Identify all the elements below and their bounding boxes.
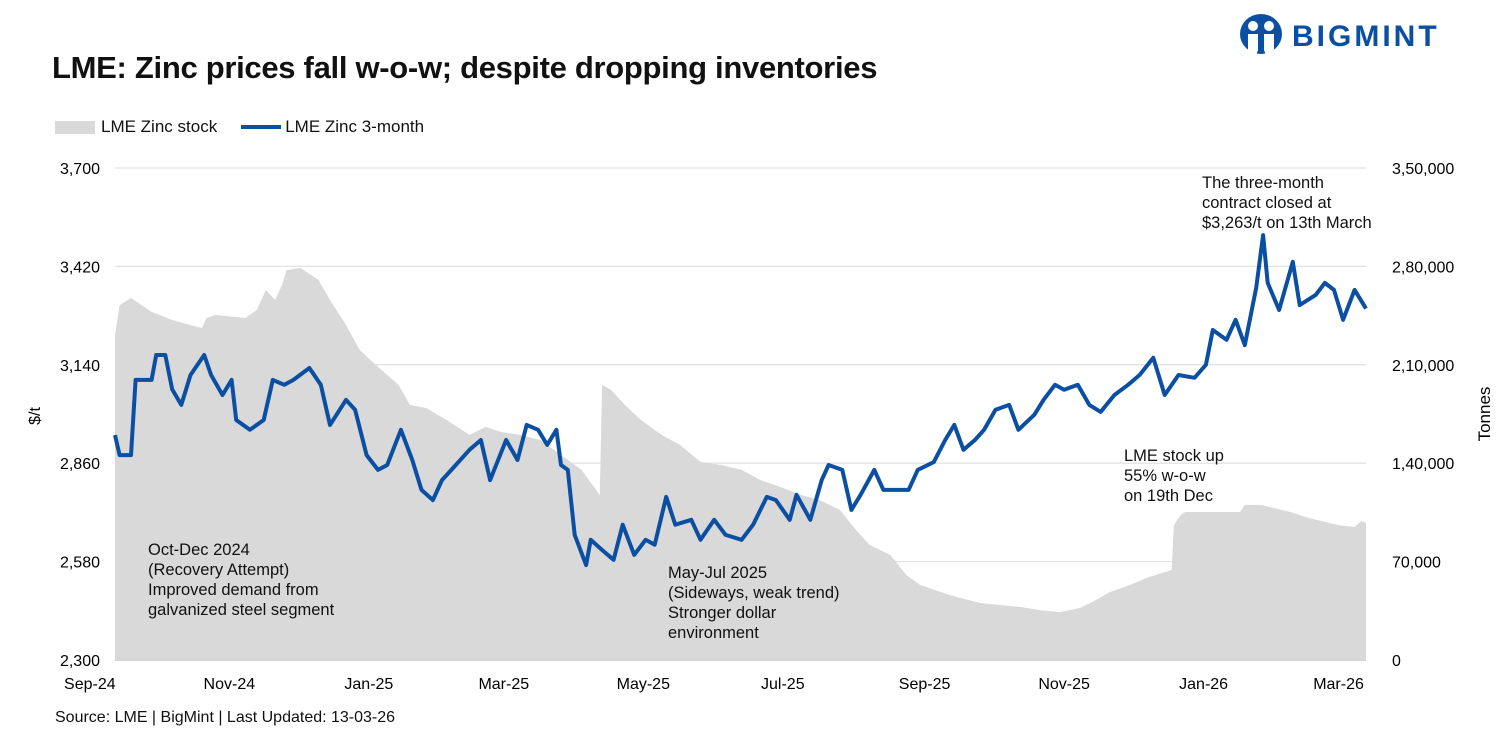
y-tick-right: 3,50,000 xyxy=(1392,161,1454,178)
annotation-line: May-Jul 2025 xyxy=(668,564,768,582)
annotation-line: galvanized steel segment xyxy=(148,601,335,619)
y-tick-right: 1,40,000 xyxy=(1392,456,1454,473)
annotation-may-jul-2025: May-Jul 2025 (Sideways, weak trend) Stro… xyxy=(668,563,840,643)
y-axis-right-label: Tonnes xyxy=(1475,387,1494,442)
y-tick-left: 2,300 xyxy=(60,653,100,670)
annotation-line: Stronger dollar xyxy=(668,604,777,622)
y-tick-right: 0 xyxy=(1392,653,1401,670)
x-tick-label: Mar-25 xyxy=(478,676,529,693)
y-axis-left-label: $/t xyxy=(27,407,44,425)
y-tick-right: 70,000 xyxy=(1392,555,1441,572)
annotation-line: 55% w-o-w xyxy=(1124,467,1206,485)
x-tick-label: Mar-26 xyxy=(1313,676,1364,693)
stock-area-layer xyxy=(115,267,1366,660)
x-tick-label: Jan-26 xyxy=(1179,676,1228,693)
logo-text: BIGMINT xyxy=(1292,20,1440,53)
bigmint-logo: BIGMINT xyxy=(1238,12,1440,62)
right-axis-ticks: 0 70,000 1,40,000 2,10,000 2,80,000 3,50,000 xyxy=(1392,161,1454,670)
y-tick-left: 2,860 xyxy=(60,456,100,473)
annotation-oct-dec-2024: Oct-Dec 2024 (Recovery Attempt) Improved… xyxy=(148,540,334,620)
annotation-line: on 19th Dec xyxy=(1124,487,1213,505)
logo-mark-icon xyxy=(1240,14,1282,58)
annotation-line: (Sideways, weak trend) xyxy=(668,584,840,602)
left-axis-ticks: 2,300 2,580 2,860 3,140 3,420 3,700 xyxy=(60,161,100,670)
annotation-contract-close: The three-month contract closed at $3,26… xyxy=(1202,173,1372,233)
y-tick-right: 2,10,000 xyxy=(1392,358,1454,375)
source-note: Source: LME | BigMint | Last Updated: 13… xyxy=(55,709,396,726)
y-tick-right: 2,80,000 xyxy=(1392,259,1454,276)
y-tick-left: 3,140 xyxy=(60,358,100,375)
x-tick-label: Jul-25 xyxy=(761,676,805,693)
legend: LME Zinc stock LME Zinc 3-month xyxy=(55,117,424,137)
x-tick-label: May-25 xyxy=(617,676,670,693)
x-tick-label: Jan-25 xyxy=(344,676,393,693)
annotation-line: $3,263/t on 13th March xyxy=(1202,214,1372,232)
x-tick-label: Sep-25 xyxy=(899,676,951,693)
x-tick-label: Sep-24 xyxy=(64,676,116,693)
annotation-line: contract closed at xyxy=(1202,194,1332,212)
x-tick-label: Nov-24 xyxy=(204,676,256,693)
legend-price-swatch xyxy=(241,125,282,129)
chart-title: LME: Zinc prices fall w-o-w; despite dro… xyxy=(52,50,878,85)
annotation-stock-jump: LME stock up 55% w-o-w on 19th Dec xyxy=(1124,446,1224,506)
y-tick-left: 3,420 xyxy=(60,259,100,276)
legend-stock-label: LME Zinc stock xyxy=(101,117,218,136)
annotation-line: LME stock up xyxy=(1124,447,1224,465)
legend-price-label: LME Zinc 3-month xyxy=(285,117,425,136)
y-tick-left: 3,700 xyxy=(60,161,100,178)
legend-stock-swatch xyxy=(55,120,95,134)
stock-area xyxy=(115,267,1366,660)
x-axis-ticks: Sep-24 Nov-24 Jan-25 Mar-25 May-25 Jul-25 Sep-… xyxy=(64,676,1364,693)
annotation-line: Improved demand from xyxy=(148,581,319,599)
price-line-layer xyxy=(113,233,1368,568)
annotation-line: environment xyxy=(668,624,759,642)
annotation-line: Oct-Dec 2024 xyxy=(148,541,250,559)
annotation-line: The three-month xyxy=(1202,174,1324,192)
x-tick-label: Nov-25 xyxy=(1038,676,1090,693)
annotation-line: (Recovery Attempt) xyxy=(148,561,290,579)
y-tick-left: 2,580 xyxy=(60,555,100,572)
